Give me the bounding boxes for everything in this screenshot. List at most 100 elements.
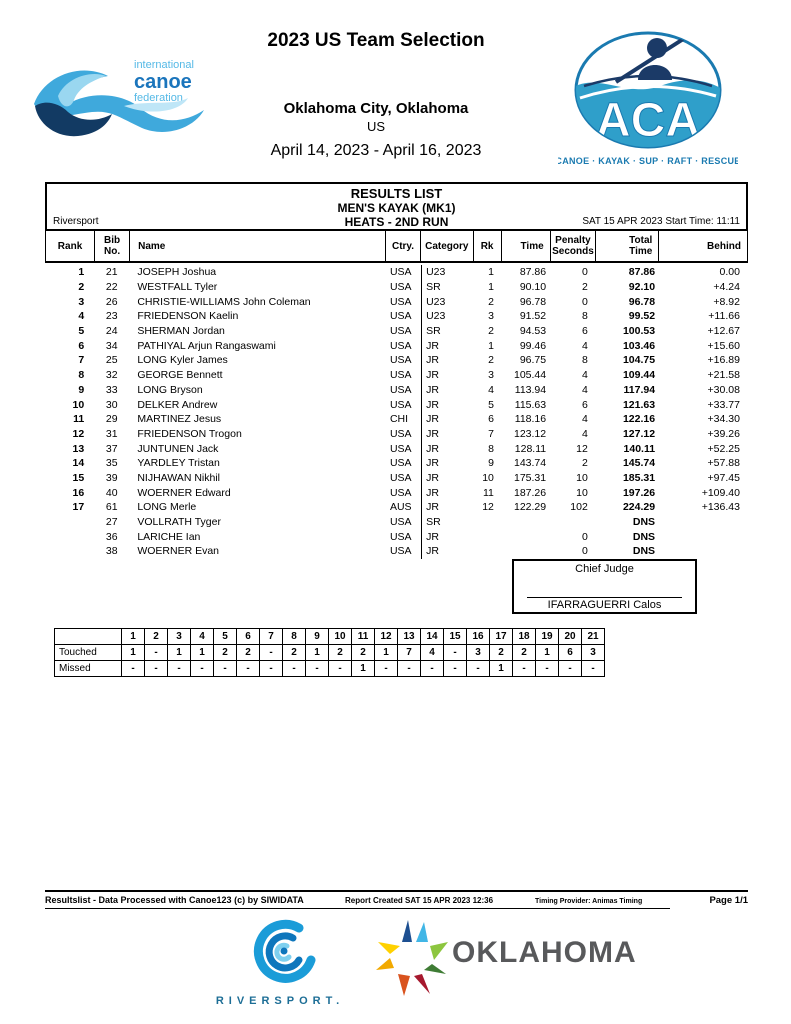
result-cell-rank [45, 529, 94, 544]
result-cell-behind: +33.77 [707, 398, 740, 411]
aca-paddler-body [638, 65, 672, 80]
column-header-ctry: Ctry. [386, 231, 422, 261]
results-subtitle: MEN'S KAYAK (MK1) [337, 201, 456, 215]
result-cell-rk: 5 [488, 398, 494, 411]
result-cell-rk: 9 [488, 457, 494, 470]
header-title-block: 2023 US Team Selection Oklahoma City, Ok… [186, 0, 566, 160]
result-cell-category: JR [421, 367, 474, 383]
result-cell-category: JR [421, 426, 474, 442]
result-cell-time: 187.26 [513, 486, 547, 499]
result-cell-rk: 1 [488, 266, 494, 279]
result-cell-behind: +136.43 [701, 501, 740, 514]
result-cell-penalty: 10 [576, 471, 588, 484]
result-cell-time: 99.46 [519, 339, 547, 352]
gates-cell: 2 [236, 644, 260, 661]
footer-timing-provider: Timing Provider: Animas Timing [535, 898, 643, 905]
result-cell-bib: 22 [105, 281, 118, 294]
result-cell-category: JR [421, 441, 474, 456]
gates-cell: - [512, 660, 536, 677]
result-cell-penalty: 4 [581, 413, 588, 426]
result-cell-behind: +21.58 [707, 369, 740, 382]
gates-cell: - [466, 660, 490, 677]
results-rows: 1 21 JOSEPH Joshua USA U23 1 87.86 0 87.86 0.00 2 2… [45, 263, 748, 559]
gates-cell: - [144, 644, 168, 661]
result-cell-rank: 7 [78, 354, 85, 367]
result-cell-rank: 12 [72, 427, 85, 440]
result-cell-ctry: USA [389, 442, 412, 455]
chief-judge-box: Chief Judge IFARRAGUERRI Calos [512, 559, 697, 614]
icf-wave-light [58, 74, 106, 107]
icf-wave-dark [35, 102, 112, 137]
gates-cell: 9 [305, 628, 329, 645]
result-cell-bib: 37 [105, 442, 118, 455]
result-cell-category: JR [421, 411, 474, 427]
gates-cell: 1 [305, 644, 329, 661]
result-cell-bib: 26 [105, 295, 118, 308]
result-cell-time: 123.12 [513, 427, 547, 440]
result-cell-time: 91.52 [519, 310, 547, 323]
result-cell-name: WESTFALL Tyler [137, 281, 218, 294]
result-cell-time: 90.10 [519, 281, 547, 294]
result-cell-ctry: USA [389, 339, 412, 352]
column-header-category: Category [421, 231, 474, 261]
result-cell-bib: 36 [105, 530, 118, 543]
result-cell-penalty: 6 [581, 398, 588, 411]
result-cell-bib: 40 [105, 486, 118, 499]
chief-judge-name: IFARRAGUERRI Calos [547, 599, 662, 611]
gates-cell: - [259, 644, 283, 661]
result-cell-rank: 3 [78, 295, 85, 308]
result-cell-ctry: USA [389, 486, 412, 499]
result-cell-ctry: USA [389, 516, 412, 529]
results-title: RESULTS LIST [350, 186, 443, 201]
gates-cell: 1 [535, 644, 559, 661]
gates-cell: 16 [466, 628, 490, 645]
result-cell-total: 140.11 [623, 442, 656, 455]
result-cell-bib: 38 [105, 545, 118, 558]
result-cell-name: JUNTUNEN Jack [137, 442, 219, 455]
result-cell-category: JR [421, 455, 474, 471]
gates-cell: 2 [144, 628, 168, 645]
result-cell-ctry: USA [389, 471, 412, 484]
gates-cell: 21 [581, 628, 605, 645]
result-cell-rk [474, 544, 502, 559]
result-cell-bib: 27 [105, 516, 118, 529]
result-cell-time: 96.75 [519, 354, 547, 367]
result-cell-rk [474, 529, 502, 544]
result-cell-rank: 13 [72, 442, 85, 455]
column-header-rank: Rank [46, 231, 96, 261]
gates-cell: 19 [535, 628, 559, 645]
result-cell-bib: 33 [105, 383, 118, 396]
gates-cell: - [443, 644, 467, 661]
result-cell-bib: 21 [105, 266, 118, 279]
result-cell-penalty: 12 [576, 442, 588, 455]
gates-cell: 1 [190, 644, 214, 661]
result-cell-name: YARDLEY Tristan [137, 457, 220, 470]
gates-cell: - [397, 660, 421, 677]
result-cell-time [502, 544, 551, 559]
column-header-penalty: Penalty Seconds [551, 231, 597, 261]
gates-table: 1 2 3 4 5 6 7 8 9 10 11 12 13 14 15 16 17 18 19 20 21 Touched… [54, 628, 605, 677]
results-block: RESULTS LIST MEN'S KAYAK (MK1) HEATS - 2… [45, 182, 748, 559]
result-cell-rk: 2 [488, 295, 494, 308]
result-cell-time: 118.16 [514, 413, 547, 426]
gates-cell: - [581, 660, 605, 677]
result-row: 10 30 DELKER Andrew USA JR 5 115.63 6 121.63 +33.… [45, 397, 748, 412]
results-header-row: Rank Bib No. Name Ctry. Category Rk Time… [45, 231, 748, 263]
result-cell-time: 113.94 [514, 383, 547, 396]
result-cell-time: 128.11 [514, 442, 547, 455]
result-row: 9 33 LONG Bryson USA JR 4 113.94 4 117.94 +30.08 [45, 382, 748, 398]
footer-page-number: Page 1/1 [709, 895, 748, 906]
result-cell-total: 92.10 [628, 281, 656, 294]
result-cell-penalty: 8 [581, 310, 588, 323]
result-cell-penalty: 102 [570, 501, 588, 514]
gates-cell: 1 [489, 660, 513, 677]
result-cell-rk: 2 [488, 325, 494, 338]
result-cell-time: 122.29 [513, 501, 547, 514]
result-cell-behind [660, 544, 748, 559]
gates-cell: - [558, 660, 582, 677]
result-cell-penalty [551, 515, 597, 530]
result-cell-bib: 30 [105, 398, 118, 411]
result-cell-ctry: USA [389, 266, 412, 279]
result-cell-rank: 10 [72, 398, 85, 411]
